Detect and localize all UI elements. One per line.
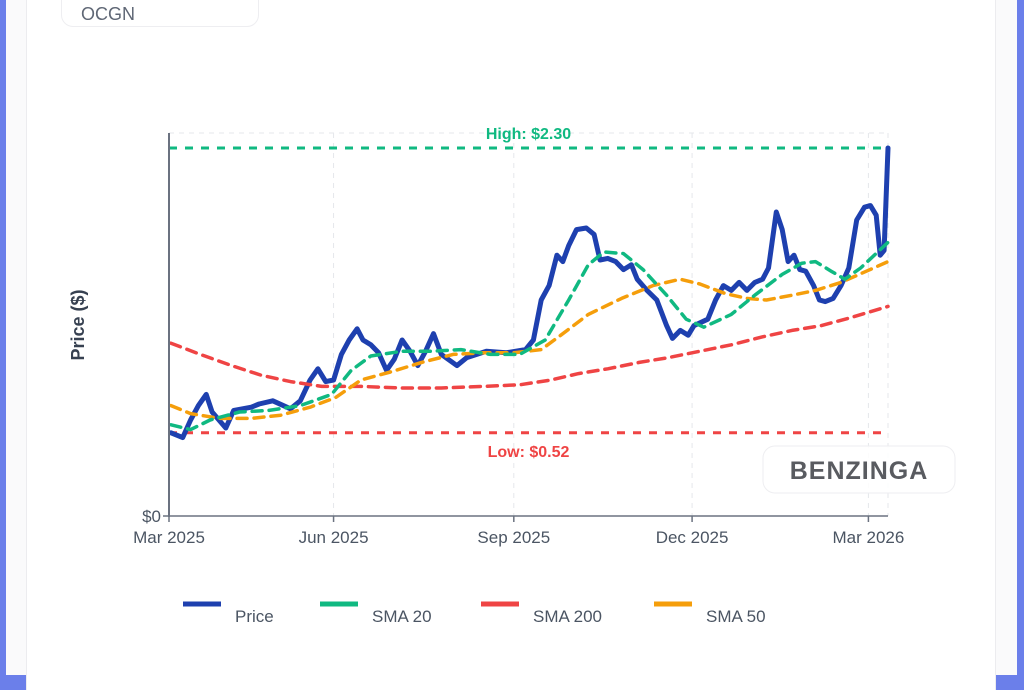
series-line-sma50 bbox=[169, 259, 890, 421]
legend-label-price: Price bbox=[235, 607, 274, 626]
series-lines bbox=[168, 145, 891, 441]
series-line-sma20 bbox=[169, 240, 890, 432]
legend-label-sma50: SMA 50 bbox=[706, 607, 766, 626]
ticker-symbol: OCGN bbox=[81, 4, 135, 24]
watermark-box bbox=[762, 445, 956, 494]
series-line-price bbox=[168, 145, 891, 441]
x-tick-label: Mar 2026 bbox=[832, 528, 904, 547]
benzinga-watermark: BENZINGA bbox=[790, 457, 929, 485]
x-tick-label: Mar 2025 bbox=[133, 528, 205, 547]
ticker-box bbox=[61, 0, 259, 27]
x-tick-label: Sep 2025 bbox=[477, 528, 550, 547]
legend: Price SMA 20 SMA 200 SMA 50 bbox=[183, 601, 766, 626]
y-axis-label: Price ($) bbox=[68, 289, 88, 360]
low-label: Low: $0.52 bbox=[488, 444, 570, 461]
price-chart: BENZINGA High: $2.30 Low: $0.52 Mar 2025 J… bbox=[68, 126, 956, 626]
reference-lines: High: $2.30 Low: $0.52 bbox=[169, 126, 888, 461]
x-tick-label: Jun 2025 bbox=[299, 528, 369, 547]
y-tick-label: $0 bbox=[142, 507, 161, 526]
x-tick-label: Dec 2025 bbox=[656, 528, 729, 547]
series-line-sma200 bbox=[169, 304, 890, 390]
high-label: High: $2.30 bbox=[486, 126, 571, 143]
chart-card bbox=[26, 0, 996, 690]
legend-label-sma200: SMA 200 bbox=[533, 607, 602, 626]
legend-label-sma20: SMA 20 bbox=[372, 607, 432, 626]
axes: Mar 2025 Jun 2025 Sep 2025 Dec 2025 Mar 2026… bbox=[133, 133, 904, 547]
